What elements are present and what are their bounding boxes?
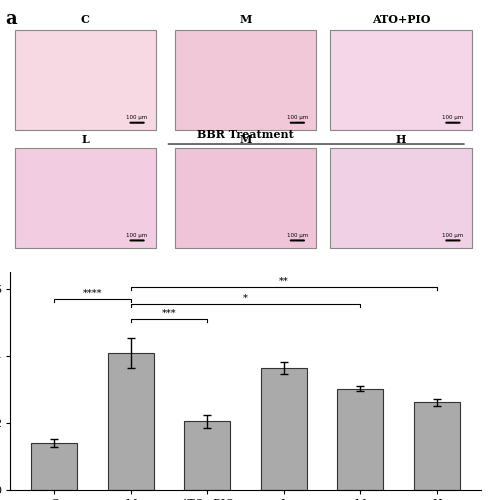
Text: 100 μm: 100 μm [287,115,308,120]
Text: a: a [5,10,17,28]
Bar [414,402,460,490]
Bar [337,389,383,490]
Text: 100 μm: 100 μm [442,233,464,238]
Text: BBR Treatment: BBR Treatment [197,130,294,140]
Text: 100 μm: 100 μm [287,233,308,238]
Bar [15,148,156,248]
Text: M: M [239,134,252,145]
Bar [15,30,156,130]
Bar [31,443,77,490]
Text: C: C [81,14,90,25]
Text: M: M [239,14,252,25]
Bar [261,368,307,490]
Text: 100 μm: 100 μm [442,115,464,120]
Text: **: ** [279,276,289,285]
Bar [184,422,230,490]
Text: ATO+PIO: ATO+PIO [372,14,430,25]
Text: L: L [82,134,89,145]
Text: ***: *** [162,308,176,318]
Text: H: H [396,134,406,145]
Bar [175,148,316,248]
Text: 100 μm: 100 μm [127,233,148,238]
Bar [108,352,154,490]
Text: ****: **** [82,288,102,298]
Bar [330,148,472,248]
Text: 100 μm: 100 μm [127,115,148,120]
Bar [175,30,316,130]
Text: *: * [243,294,248,302]
Bar [330,30,472,130]
